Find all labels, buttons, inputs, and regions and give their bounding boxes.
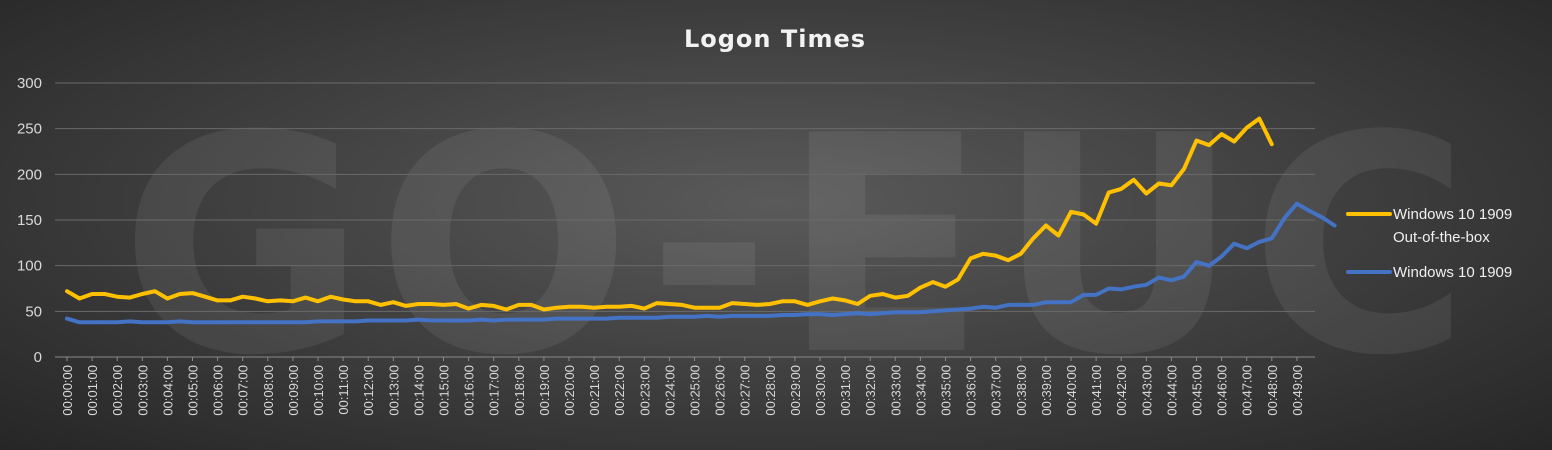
- x-tick-label: 00:04:00: [160, 365, 175, 416]
- x-tick-label: 00:25:00: [688, 365, 703, 416]
- x-tick-label: 00:40:00: [1064, 365, 1079, 416]
- x-tick-label: 00:08:00: [261, 365, 276, 416]
- x-tick-label: 00:28:00: [763, 365, 778, 416]
- x-tick-label: 00:24:00: [662, 365, 677, 416]
- y-tick-label: 150: [17, 212, 42, 229]
- x-tick-label: 00:19:00: [537, 365, 552, 416]
- x-tick-label: 00:21:00: [587, 365, 602, 416]
- x-tick-label: 00:32:00: [863, 365, 878, 416]
- x-tick-label: 00:06:00: [211, 365, 226, 416]
- legend: Windows 10 1909 Out-of-the-box Windows 10 …: [1346, 206, 1512, 281]
- x-tick-label: 00:42:00: [1114, 365, 1129, 416]
- x-tick-label: 00:44:00: [1164, 365, 1179, 416]
- y-tick-label: 100: [17, 258, 42, 275]
- x-tick-label: 00:35:00: [939, 365, 954, 416]
- x-tick-label: 00:29:00: [788, 365, 803, 416]
- y-tick-label: 300: [17, 75, 42, 92]
- y-tick-label: 250: [17, 121, 42, 138]
- x-axis: 00:00:00 00:01:00 00:02:00 00:03:00 00:04:00…: [60, 357, 1305, 416]
- x-tick-label: 00:43:00: [1139, 365, 1154, 416]
- x-tick-label: 00:41:00: [1089, 365, 1104, 416]
- x-tick-label: 00:22:00: [612, 365, 627, 416]
- x-tick-label: 00:17:00: [487, 365, 502, 416]
- x-tick-label: 00:20:00: [562, 365, 577, 416]
- x-tick-label: 00:26:00: [713, 365, 728, 416]
- x-tick-label: 00:33:00: [888, 365, 903, 416]
- x-tick-label: 00:07:00: [236, 365, 251, 416]
- x-tick-label: 00:45:00: [1190, 365, 1205, 416]
- x-tick-label: 00:12:00: [361, 365, 376, 416]
- x-tick-label: 00:13:00: [386, 365, 401, 416]
- x-tick-label: 00:30:00: [813, 365, 828, 416]
- legend-label-0: Out-of-the-box: [1393, 229, 1490, 246]
- x-tick-label: 00:14:00: [411, 365, 426, 416]
- legend-label-0: Windows 10 1909: [1393, 206, 1512, 223]
- x-tick-label: 00:23:00: [637, 365, 652, 416]
- x-tick-label: 00:49:00: [1290, 365, 1305, 416]
- series-line-1: [65, 201, 1337, 325]
- y-axis: 0 50 100 150 200 250 300: [17, 75, 42, 366]
- legend-label-1: Windows 10 1909: [1393, 264, 1512, 281]
- x-tick-label: 00:47:00: [1240, 365, 1255, 416]
- x-tick-label: 00:31:00: [838, 365, 853, 416]
- x-tick-label: 00:15:00: [437, 365, 452, 416]
- x-tick-label: 00:03:00: [135, 365, 150, 416]
- x-tick-label: 00:01:00: [85, 365, 100, 416]
- x-tick-label: 00:36:00: [964, 365, 979, 416]
- x-tick-label: 00:09:00: [286, 365, 301, 416]
- x-tick-label: 00:27:00: [738, 365, 753, 416]
- x-tick-label: 00:05:00: [186, 365, 201, 416]
- x-tick-label: 00:18:00: [512, 365, 527, 416]
- x-tick-label: 00:02:00: [110, 365, 125, 416]
- y-tick-label: 0: [34, 349, 42, 366]
- y-tick-label: 200: [17, 166, 42, 183]
- chart-title: Logon Times: [684, 25, 866, 53]
- y-tick-label: 50: [25, 303, 42, 320]
- series-lines: [65, 116, 1337, 325]
- x-tick-label: 00:11:00: [336, 365, 351, 415]
- x-tick-label: 00:00:00: [60, 365, 75, 416]
- gridlines: [55, 82, 1315, 358]
- series-line-0: [65, 116, 1274, 312]
- x-tick-label: 00:38:00: [1014, 365, 1029, 416]
- x-tick-label: 00:16:00: [462, 365, 477, 416]
- x-tick-label: 00:34:00: [913, 365, 928, 416]
- x-tick-label: 00:37:00: [989, 365, 1004, 416]
- x-tick-label: 00:46:00: [1215, 365, 1230, 416]
- x-tick-label: 00:39:00: [1039, 365, 1054, 416]
- x-tick-label: 00:48:00: [1265, 365, 1280, 416]
- x-tick-label: 00:10:00: [311, 365, 326, 416]
